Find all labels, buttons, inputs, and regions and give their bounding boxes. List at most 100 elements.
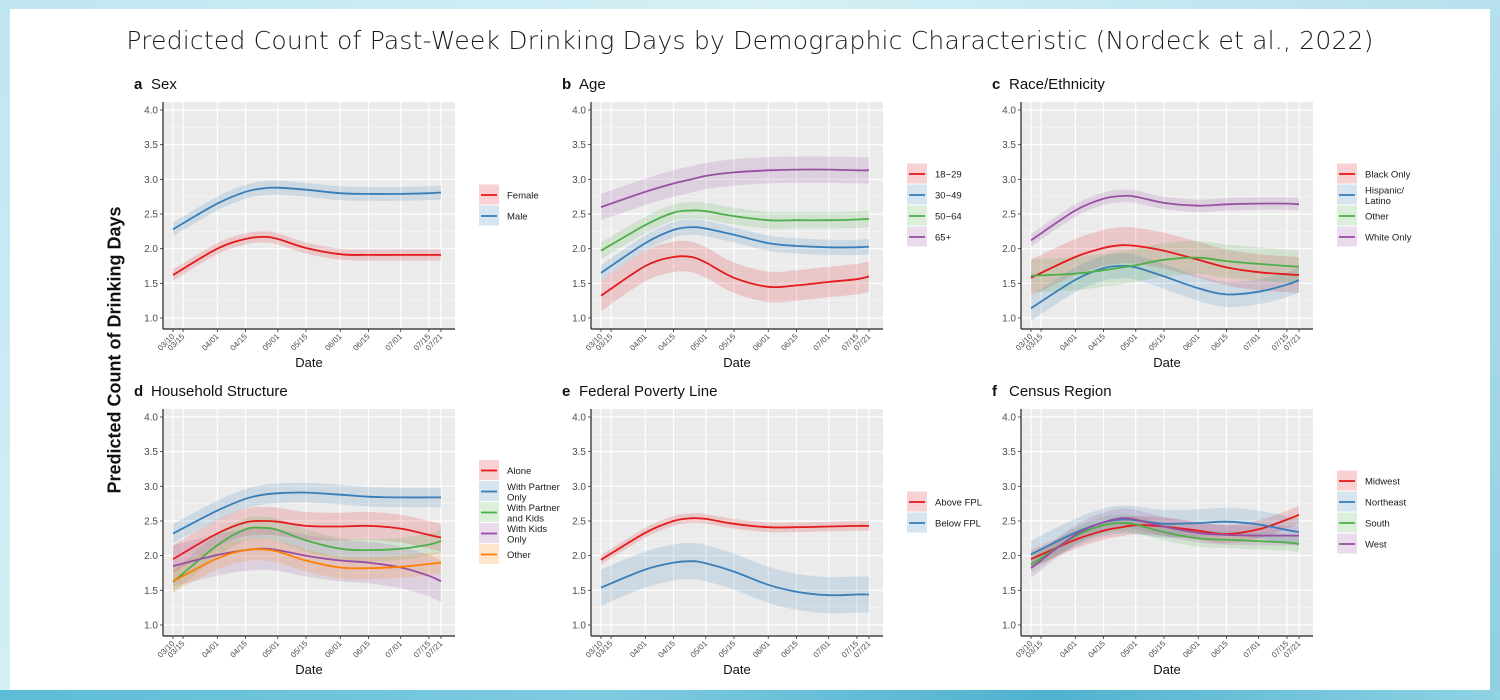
panel-d: d Household Structure 1.0 1.5 2.0 2.5 3.0 3.5 4.… bbox=[134, 383, 560, 677]
x-axis-title: Date bbox=[1153, 662, 1180, 677]
y-tick-label: 4.0 bbox=[144, 106, 158, 117]
legend-label: Black Only bbox=[1365, 170, 1411, 181]
panel-letter: f bbox=[992, 383, 998, 400]
x-tick-label: 04/15 bbox=[656, 332, 677, 353]
series-line bbox=[1030, 517, 1299, 569]
y-tick-label: 3.5 bbox=[572, 447, 586, 458]
y-tick-label: 2.0 bbox=[144, 551, 158, 562]
x-tick-label: 04/01 bbox=[200, 332, 221, 353]
series-line bbox=[1030, 256, 1300, 277]
confidence-band bbox=[173, 482, 441, 544]
y-tick-label: 3.5 bbox=[1002, 447, 1016, 458]
legend-label: With Partner bbox=[507, 503, 560, 514]
confidence-band bbox=[173, 231, 441, 281]
x-tick-label: 07/01 bbox=[384, 332, 405, 353]
legend-label: South bbox=[1365, 519, 1390, 530]
confidence-band bbox=[173, 516, 441, 594]
legend-label: With Kids bbox=[507, 524, 547, 535]
legend-label: Northeast bbox=[1365, 498, 1407, 509]
confidence-band bbox=[1031, 240, 1299, 293]
background-strip bbox=[0, 690, 1500, 700]
legend-label: Male bbox=[507, 212, 528, 223]
legend-label: Midwest bbox=[1365, 477, 1400, 488]
confidence-band bbox=[1031, 508, 1299, 578]
y-tick-label: 4.0 bbox=[572, 413, 586, 424]
panel-title: Federal Poverty Line bbox=[579, 383, 717, 400]
panel-letter: b bbox=[562, 76, 571, 93]
y-tick-label: 3.0 bbox=[144, 482, 158, 493]
series-line bbox=[600, 255, 870, 297]
series-line bbox=[600, 517, 870, 561]
y-tick-label: 3.0 bbox=[572, 175, 586, 186]
x-tick-label: 05/15 bbox=[717, 639, 738, 660]
x-axis-title: Date bbox=[295, 355, 322, 370]
panel-title: Race/Ethnicity bbox=[1009, 76, 1105, 93]
y-tick-label: 1.0 bbox=[1002, 314, 1016, 325]
legend-label: Only bbox=[507, 535, 527, 546]
series-line bbox=[1030, 194, 1300, 242]
x-tick-label: 04/01 bbox=[628, 332, 649, 353]
legend-label: 50−64 bbox=[935, 212, 962, 223]
y-tick-label: 1.5 bbox=[1002, 279, 1016, 290]
legend-label: and Kids bbox=[507, 514, 544, 525]
x-tick-label: 06/15 bbox=[1209, 639, 1230, 660]
x-tick-label: 05/15 bbox=[1147, 639, 1168, 660]
legend-label: Hispanic/ bbox=[1365, 186, 1404, 197]
x-axis-title: Date bbox=[295, 662, 322, 677]
y-tick-label: 1.0 bbox=[1002, 621, 1016, 632]
legend-label: Other bbox=[507, 550, 531, 561]
x-tick-label: 05/01 bbox=[261, 639, 282, 660]
x-tick-label: 06/01 bbox=[751, 332, 772, 353]
x-tick-label: 05/15 bbox=[717, 332, 738, 353]
x-axis-title: Date bbox=[1153, 355, 1180, 370]
x-tick-label: 07/01 bbox=[1242, 639, 1263, 660]
series-line bbox=[1030, 244, 1300, 279]
x-tick-label: 06/01 bbox=[323, 332, 344, 353]
panel-e: e Federal Poverty Line 1.0 1.5 2.0 2.5 3.0 3.5 4… bbox=[562, 383, 982, 677]
x-tick-label: 05/15 bbox=[1147, 332, 1168, 353]
x-tick-label: 06/01 bbox=[323, 639, 344, 660]
y-tick-label: 2.5 bbox=[572, 210, 586, 221]
y-tick-label: 3.0 bbox=[144, 175, 158, 186]
confidence-band bbox=[173, 527, 441, 603]
x-tick-label: 05/01 bbox=[689, 639, 710, 660]
legend-label: Female bbox=[507, 191, 539, 202]
y-tick-label: 1.5 bbox=[1002, 586, 1016, 597]
y-tick-label: 2.0 bbox=[572, 244, 586, 255]
x-tick-label: 04/15 bbox=[228, 639, 249, 660]
confidence-band bbox=[601, 156, 869, 221]
x-tick-label: 06/01 bbox=[1181, 332, 1202, 353]
x-tick-label: 06/01 bbox=[751, 639, 772, 660]
legend-label: 18−29 bbox=[935, 170, 962, 181]
x-tick-label: 06/15 bbox=[351, 332, 372, 353]
x-axis-title: Date bbox=[723, 355, 750, 370]
y-tick-label: 3.5 bbox=[1002, 140, 1016, 151]
series-line bbox=[172, 526, 442, 583]
confidence-band bbox=[1031, 514, 1299, 573]
y-tick-label: 2.5 bbox=[1002, 210, 1016, 221]
plot-background bbox=[591, 409, 883, 636]
x-tick-label: 06/15 bbox=[351, 639, 372, 660]
x-tick-label: 04/15 bbox=[656, 639, 677, 660]
x-tick-label: 07/01 bbox=[812, 332, 833, 353]
x-tick-label: 05/15 bbox=[289, 332, 310, 353]
confidence-band bbox=[601, 202, 869, 260]
y-tick-label: 2.0 bbox=[144, 244, 158, 255]
x-tick-label: 06/01 bbox=[1181, 639, 1202, 660]
y-tick-label: 3.5 bbox=[144, 447, 158, 458]
legend-label: 65+ bbox=[935, 233, 952, 244]
plot-background bbox=[163, 102, 455, 329]
series-line bbox=[172, 235, 441, 276]
x-tick-label: 04/15 bbox=[228, 332, 249, 353]
x-axis-title: Date bbox=[723, 662, 750, 677]
x-tick-label: 07/01 bbox=[1242, 332, 1263, 353]
panel-letter: c bbox=[992, 76, 1000, 93]
series-line bbox=[172, 491, 441, 535]
legend-label: 30−49 bbox=[935, 191, 962, 202]
confidence-band bbox=[601, 219, 869, 281]
panel-letter: e bbox=[562, 383, 570, 400]
y-tick-label: 2.5 bbox=[144, 210, 158, 221]
x-tick-label: 04/01 bbox=[1058, 332, 1079, 353]
x-tick-label: 06/15 bbox=[779, 332, 800, 353]
y-tick-label: 4.0 bbox=[144, 413, 158, 424]
